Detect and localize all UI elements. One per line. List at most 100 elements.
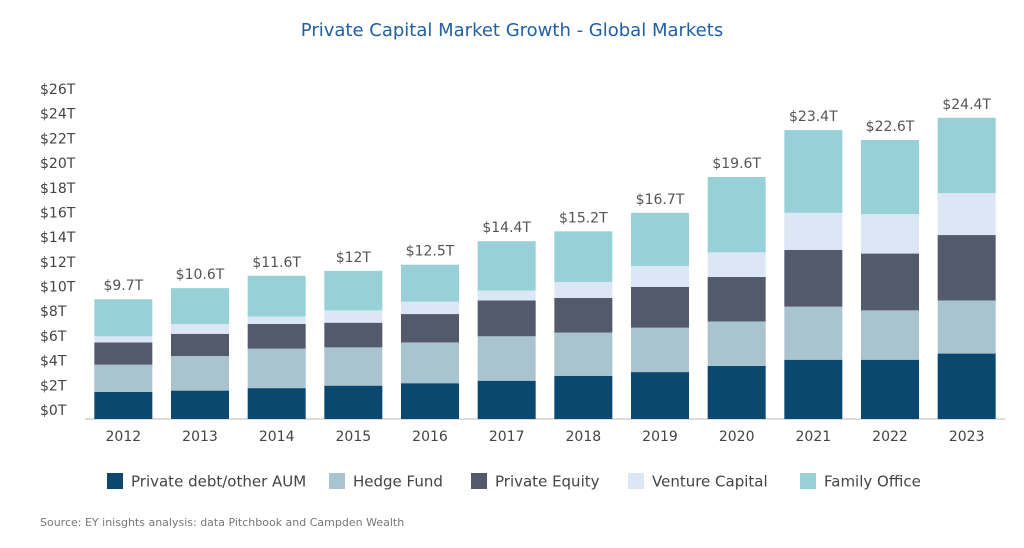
bar-segment — [861, 253, 919, 311]
legend-swatch — [471, 473, 487, 489]
legend-swatch — [800, 473, 816, 489]
bar-segment — [631, 286, 689, 328]
legend-label: Private Equity — [495, 473, 600, 491]
bar-segment — [707, 177, 766, 253]
bar-segment — [477, 300, 536, 337]
total-label: $19.6T — [712, 156, 761, 172]
x-tick-label: 2023 — [949, 429, 985, 445]
bar-segment — [324, 310, 383, 323]
bar-segment — [477, 336, 536, 381]
bar-segment — [554, 281, 613, 299]
bar-segment — [247, 388, 306, 419]
y-tick-label: $18T — [40, 181, 76, 197]
total-label: $9.7T — [103, 278, 143, 294]
total-label: $16.7T — [636, 192, 685, 208]
x-tick-label: 2018 — [566, 429, 602, 445]
bar-segment — [324, 347, 383, 386]
bar-segment — [401, 383, 459, 419]
legend-swatch — [329, 473, 345, 489]
bar-segment — [477, 241, 536, 291]
y-tick-label: $14T — [40, 230, 76, 246]
source: Source: EY inisghts analysis: data Pitch… — [40, 516, 404, 529]
total-label: $12T — [336, 250, 372, 266]
bar-segment — [707, 277, 766, 322]
bar-segment — [171, 323, 229, 334]
y-tick-label: $16T — [40, 205, 76, 221]
bar-segment — [94, 336, 153, 343]
bar-segment — [554, 375, 613, 419]
bar-segment — [631, 265, 689, 287]
chart-title: Private Capital Market Growth - Global M… — [301, 20, 723, 41]
bar-segment — [94, 364, 153, 392]
y-tick-label: $26T — [40, 82, 76, 98]
legend-label: Hedge Fund — [353, 473, 443, 491]
x-tick-label: 2020 — [719, 429, 755, 445]
bar-segment — [401, 342, 459, 384]
bar-segment — [861, 359, 919, 419]
total-label: $23.4T — [789, 109, 838, 125]
total-label: $24.4T — [942, 97, 991, 113]
bar-segment — [937, 300, 996, 354]
bar-segment — [247, 323, 306, 349]
bar-segment — [477, 380, 536, 419]
total-label: $12.5T — [406, 244, 455, 260]
bar-segment — [171, 288, 229, 324]
bar-segment — [247, 348, 306, 389]
bar-segment — [861, 139, 919, 215]
y-tick-label: $12T — [40, 255, 76, 271]
bar-segment — [937, 117, 996, 194]
bar-segment — [324, 385, 383, 419]
legend-label: Venture Capital — [652, 473, 768, 491]
bar-segment — [171, 390, 229, 419]
bar-segment — [861, 310, 919, 360]
y-tick-label: $24T — [40, 107, 76, 123]
bar-segment — [554, 298, 613, 333]
bar-segment — [937, 193, 996, 236]
bar-segment — [401, 301, 459, 315]
y-tick-label: $22T — [40, 131, 76, 147]
bar-segment — [707, 365, 766, 419]
bar-segment — [707, 252, 766, 278]
bar-segment — [631, 212, 689, 266]
y-tick-label: $4T — [40, 354, 67, 370]
bar-segment — [247, 275, 306, 317]
bar-segment — [554, 231, 613, 282]
bar-segment — [401, 264, 459, 302]
bar-segment — [324, 270, 383, 311]
bar-segment — [784, 359, 843, 419]
y-tick-label: $10T — [40, 280, 76, 296]
legend-swatch — [628, 473, 644, 489]
bar-segment — [94, 342, 153, 365]
bar-segment — [247, 316, 306, 324]
y-tick-label: $8T — [40, 304, 67, 320]
x-tick-label: 2017 — [489, 429, 525, 445]
x-tick-label: 2021 — [796, 429, 832, 445]
y-tick-label: $6T — [40, 329, 67, 345]
bar-segment — [171, 333, 229, 357]
bar-segment — [784, 212, 843, 250]
bar-segment — [784, 249, 843, 307]
bar-segment — [324, 322, 383, 348]
bar-segment — [94, 391, 153, 419]
total-label: $11.6T — [252, 255, 301, 271]
x-tick-label: 2015 — [336, 429, 372, 445]
legend-swatch — [107, 473, 123, 489]
y-tick-label: $20T — [40, 156, 76, 172]
total-label: $15.2T — [559, 210, 608, 226]
total-label: $14.4T — [482, 220, 531, 236]
bar-segment — [707, 321, 766, 366]
bar-segment — [631, 327, 689, 373]
total-label: $22.6T — [866, 119, 915, 135]
bar-segment — [631, 372, 689, 419]
bar-segment — [861, 214, 919, 254]
bar-segment — [401, 314, 459, 343]
bar-segment — [171, 356, 229, 391]
x-tick-label: 2013 — [182, 429, 218, 445]
y-tick-label: $0T — [40, 403, 67, 419]
bar-segment — [477, 290, 536, 301]
bar-segment — [937, 353, 996, 419]
x-tick-label: 2022 — [872, 429, 908, 445]
bar-segment — [784, 306, 843, 360]
x-tick-label: 2016 — [412, 429, 448, 445]
